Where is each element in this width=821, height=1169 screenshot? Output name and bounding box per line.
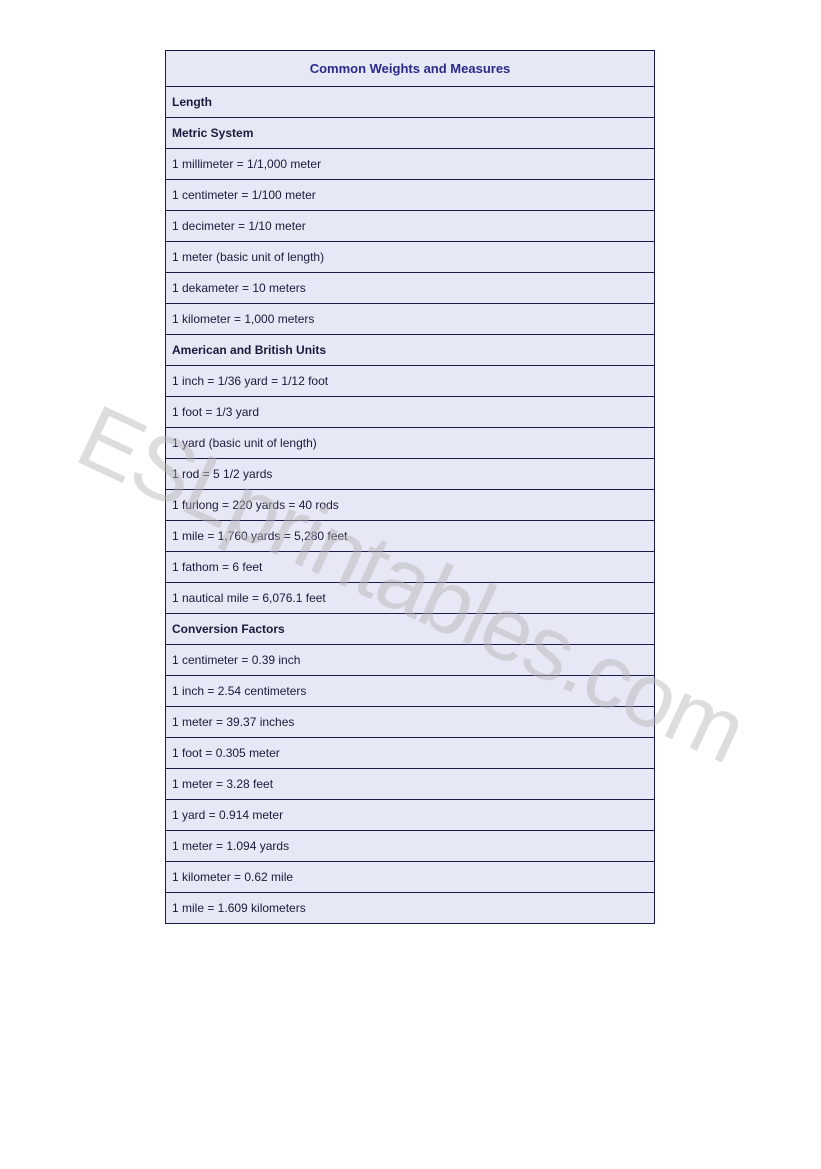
table-row: 1 mile = 1,760 yards = 5,280 feet <box>166 521 655 552</box>
data-cell: 1 meter = 3.28 feet <box>166 769 655 800</box>
data-cell: 1 nautical mile = 6,076.1 feet <box>166 583 655 614</box>
data-cell: 1 dekameter = 10 meters <box>166 273 655 304</box>
section-header: Length <box>166 87 655 118</box>
table-row: 1 centimeter = 0.39 inch <box>166 645 655 676</box>
section-header: Conversion Factors <box>166 614 655 645</box>
data-cell: 1 decimeter = 1/10 meter <box>166 211 655 242</box>
table-row: 1 dekameter = 10 meters <box>166 273 655 304</box>
data-cell: 1 furlong = 220 yards = 40 rods <box>166 490 655 521</box>
table-row: 1 mile = 1.609 kilometers <box>166 893 655 924</box>
data-cell: 1 kilometer = 1,000 meters <box>166 304 655 335</box>
title-row: Common Weights and Measures <box>166 51 655 87</box>
table-row: Metric System <box>166 118 655 149</box>
measures-table: Common Weights and Measures LengthMetric… <box>165 50 655 924</box>
table-row: 1 decimeter = 1/10 meter <box>166 211 655 242</box>
table-row: 1 meter (basic unit of length) <box>166 242 655 273</box>
data-cell: 1 foot = 0.305 meter <box>166 738 655 769</box>
data-cell: 1 kilometer = 0.62 mile <box>166 862 655 893</box>
table-row: 1 fathom = 6 feet <box>166 552 655 583</box>
table-body: Common Weights and Measures LengthMetric… <box>166 51 655 924</box>
data-cell: 1 meter (basic unit of length) <box>166 242 655 273</box>
data-cell: 1 inch = 2.54 centimeters <box>166 676 655 707</box>
table-row: 1 centimeter = 1/100 meter <box>166 180 655 211</box>
data-cell: 1 foot = 1/3 yard <box>166 397 655 428</box>
measures-table-container: Common Weights and Measures LengthMetric… <box>165 50 655 924</box>
data-cell: 1 centimeter = 1/100 meter <box>166 180 655 211</box>
table-row: 1 furlong = 220 yards = 40 rods <box>166 490 655 521</box>
table-row: 1 kilometer = 1,000 meters <box>166 304 655 335</box>
table-row: 1 meter = 1.094 yards <box>166 831 655 862</box>
table-row: 1 meter = 39.37 inches <box>166 707 655 738</box>
data-cell: 1 inch = 1/36 yard = 1/12 foot <box>166 366 655 397</box>
data-cell: 1 meter = 39.37 inches <box>166 707 655 738</box>
table-row: 1 millimeter = 1/1,000 meter <box>166 149 655 180</box>
section-header: Metric System <box>166 118 655 149</box>
table-row: 1 kilometer = 0.62 mile <box>166 862 655 893</box>
data-cell: 1 meter = 1.094 yards <box>166 831 655 862</box>
data-cell: 1 rod = 5 1/2 yards <box>166 459 655 490</box>
data-cell: 1 yard (basic unit of length) <box>166 428 655 459</box>
table-row: American and British Units <box>166 335 655 366</box>
data-cell: 1 mile = 1,760 yards = 5,280 feet <box>166 521 655 552</box>
table-title: Common Weights and Measures <box>166 51 655 87</box>
table-row: 1 rod = 5 1/2 yards <box>166 459 655 490</box>
table-row: 1 yard = 0.914 meter <box>166 800 655 831</box>
section-header: American and British Units <box>166 335 655 366</box>
data-cell: 1 centimeter = 0.39 inch <box>166 645 655 676</box>
data-cell: 1 mile = 1.609 kilometers <box>166 893 655 924</box>
table-row: Conversion Factors <box>166 614 655 645</box>
table-row: 1 meter = 3.28 feet <box>166 769 655 800</box>
table-row: 1 foot = 0.305 meter <box>166 738 655 769</box>
table-row: Length <box>166 87 655 118</box>
data-cell: 1 yard = 0.914 meter <box>166 800 655 831</box>
table-row: 1 foot = 1/3 yard <box>166 397 655 428</box>
data-cell: 1 fathom = 6 feet <box>166 552 655 583</box>
table-row: 1 inch = 2.54 centimeters <box>166 676 655 707</box>
table-row: 1 nautical mile = 6,076.1 feet <box>166 583 655 614</box>
table-row: 1 yard (basic unit of length) <box>166 428 655 459</box>
data-cell: 1 millimeter = 1/1,000 meter <box>166 149 655 180</box>
table-row: 1 inch = 1/36 yard = 1/12 foot <box>166 366 655 397</box>
